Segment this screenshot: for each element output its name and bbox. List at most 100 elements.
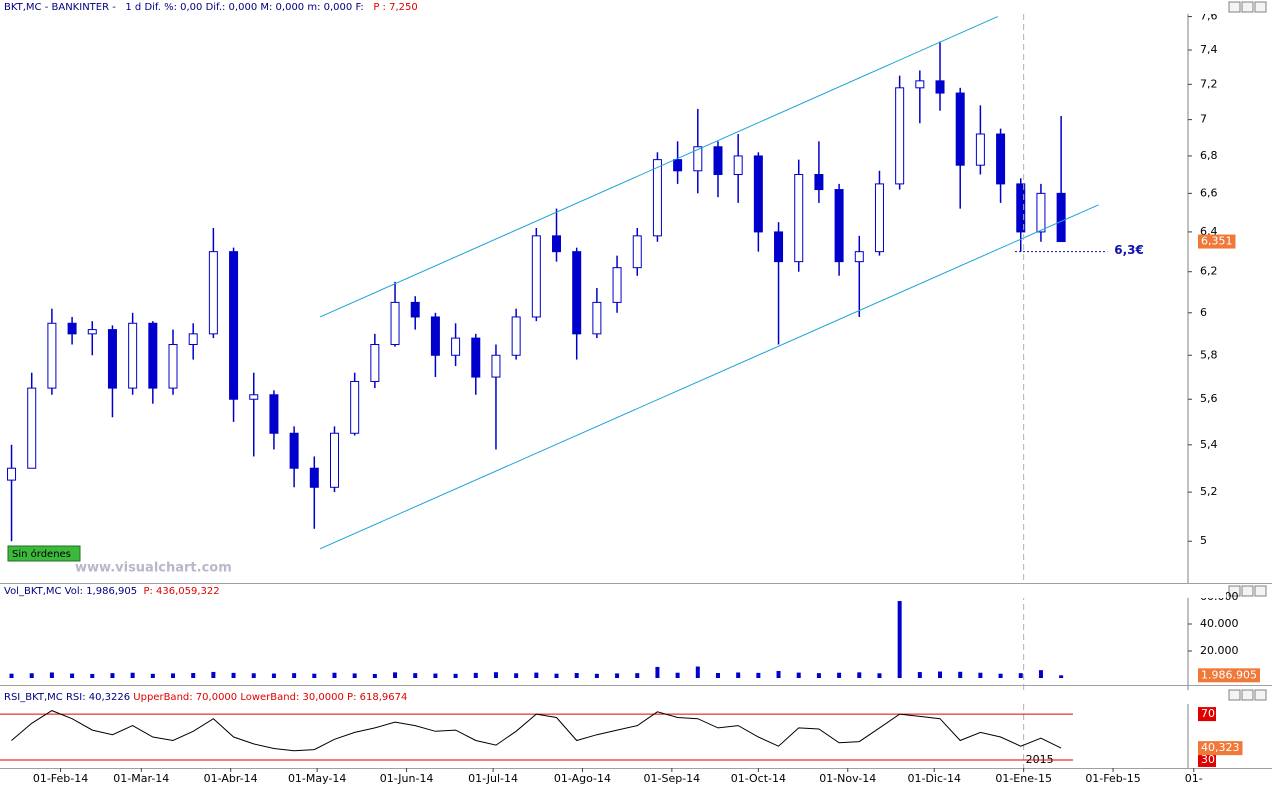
x-tick-label: 01-May-14 [288,772,346,785]
volume-bar [251,673,256,678]
candle-body [249,394,259,400]
volume-bar [393,672,398,678]
maximize-button[interactable] [1241,1,1254,13]
close-button[interactable] [1254,689,1267,701]
x-tick-label: 01-Mar-14 [113,772,169,785]
candle-body [592,301,602,335]
volume-bar [615,673,620,678]
volume-bar [554,673,559,678]
volume-bar [433,673,438,678]
candle-body [511,316,521,356]
volume-bar [958,671,963,678]
maximize-button[interactable] [1241,689,1254,701]
candle-body [996,133,1006,185]
volume-bar [998,673,1003,678]
volume-bar [675,672,680,678]
header-part: P: 436,059,322 [137,586,220,597]
volume-bar [49,672,54,678]
last-value-box [1198,741,1243,756]
volume-bar [736,672,741,678]
trend-line [319,204,1099,550]
volume-bar [70,673,75,678]
volume-bar [171,673,176,678]
x-tick-label: 01-Feb-15 [1085,772,1140,785]
volume-bar [130,672,135,678]
volume-bar [453,673,458,678]
y-tick-label: 5,8 [1200,348,1218,361]
volume-bar [917,672,922,678]
volume-bar [978,672,983,678]
orders-button[interactable] [7,545,81,562]
volume-bar [837,672,842,678]
candle-body [148,322,158,389]
candle-body [370,344,380,382]
minimize-button[interactable] [1228,689,1241,701]
close-button[interactable] [1254,1,1267,13]
volume-bar [756,672,761,678]
y-tick-label: 7,4 [1200,43,1218,56]
candle-body [329,432,339,488]
candle-body [1016,183,1026,233]
volume-bar [877,673,882,678]
candle-body [47,322,57,389]
y-tick-label: 20.000 [1200,644,1239,657]
volume-bar [9,673,14,678]
candle-body [7,467,17,481]
maximize-button[interactable] [1241,585,1254,597]
volume-bar [715,673,720,678]
y-tick-label: 5,4 [1200,438,1218,451]
x-tick-label: 01- [1185,772,1203,785]
header-part: RSI_BKT,MC RSI: 40,3226 [4,692,133,703]
y-tick-label: 7,2 [1200,77,1218,90]
candle-body [208,251,218,335]
header-part: P : 7,250 [364,2,418,13]
candle-body [1036,192,1046,233]
last-value-label: 1.986.905 [1201,668,1257,681]
header-part: UpperBand: 70,0000 LowerBand: 30,0000 P:… [133,692,407,703]
candle-body [733,155,743,176]
rsi-line [11,710,1062,752]
header-part: Vol_BKT,MC Vol: 1,986,905 [4,586,137,597]
band-label: 70 [1201,707,1215,720]
minimize-button[interactable] [1228,585,1241,597]
last-value-label: 6,351 [1201,235,1233,248]
band-box [1198,752,1216,767]
volume-bar [493,672,498,678]
minimize-button[interactable] [1228,1,1241,13]
volume-bar [897,601,902,678]
candle-body [834,189,844,263]
volume-bar [938,671,943,678]
volume-bar [473,672,478,678]
x-tick-label: 01-Feb-14 [33,772,88,785]
header-background [0,0,1226,14]
candle-body [229,251,239,400]
x-tick-label: 01-Jun-14 [380,772,434,785]
candle-body [107,329,117,389]
candle-body [410,301,420,318]
candle-body [935,80,945,94]
candle-body [794,174,804,263]
volume-bar [695,666,700,678]
header-background [0,584,1226,598]
orders-button-label[interactable]: Sin órdenes [12,548,71,560]
candle-body [955,92,965,166]
candle-body [67,322,77,335]
candle-body [168,344,178,389]
candle-body [471,337,481,378]
candle-body [390,301,400,346]
candle-body [814,174,824,191]
x-tick-label: 01-Oct-14 [731,772,786,785]
candle-body [552,235,562,253]
x-tick-label: 01-Nov-14 [819,772,876,785]
volume-bar [211,671,216,678]
volume-bar [90,673,95,678]
candle-body [774,231,784,263]
last-value-label: 40,323 [1201,741,1240,754]
x-tick-label: 01-Abr-14 [204,772,258,785]
candle-body [188,333,198,346]
y-tick-label: 5,2 [1200,485,1218,498]
close-button[interactable] [1254,585,1267,597]
volume-bar [312,673,317,678]
last-value-box [1198,668,1260,683]
